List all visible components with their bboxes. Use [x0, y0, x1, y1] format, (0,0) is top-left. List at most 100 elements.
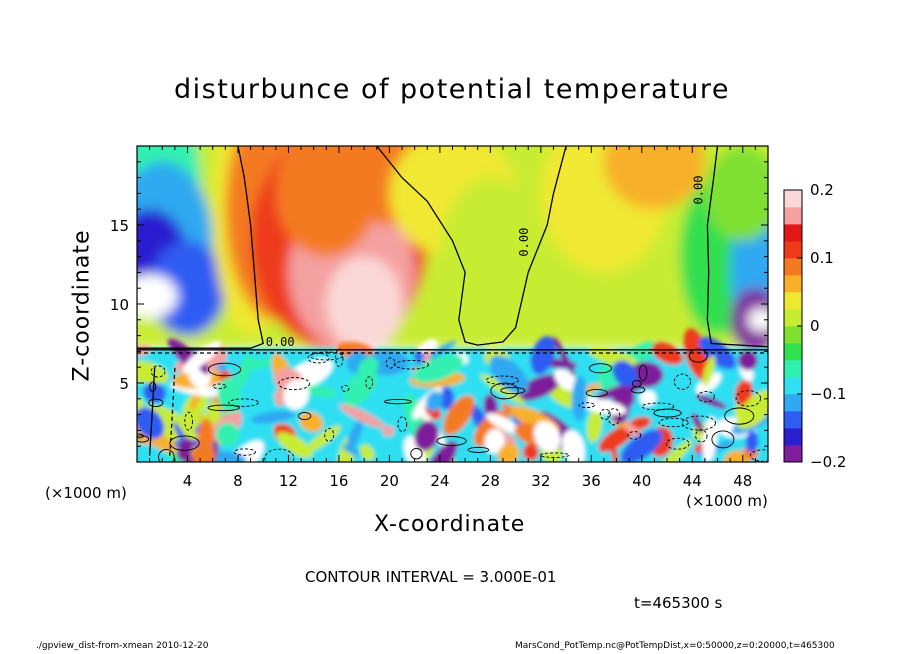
- contour-small: [697, 391, 715, 403]
- contour-small: [307, 352, 330, 364]
- contour-small: [264, 448, 295, 462]
- contour-small: [500, 386, 526, 395]
- contour-small: [627, 431, 642, 440]
- x-axis-label: X-coordinate: [374, 512, 526, 537]
- contour-small: [298, 412, 312, 421]
- contour-small: [207, 404, 240, 412]
- colorbar-segment: [784, 207, 802, 225]
- y-axis-ticks: 5 10 15: [110, 145, 768, 463]
- contour-small: [212, 383, 227, 390]
- contour-small: [735, 390, 762, 407]
- colorbar-segment: [784, 445, 802, 463]
- contour-small: [385, 357, 396, 369]
- contour-small: [688, 348, 708, 363]
- contour-small: [207, 362, 242, 377]
- contour-small: [309, 351, 343, 361]
- contour-small: [384, 398, 412, 405]
- contour-small: [148, 398, 164, 407]
- x-tick-label: 16: [329, 472, 348, 490]
- colorbar: 0.2 0.1 0 −0.1 −0.2: [783, 181, 846, 471]
- contour-small: [436, 436, 467, 447]
- contour-small: [169, 435, 200, 451]
- colorbar-segment: [784, 326, 802, 344]
- colorbar-segment: [784, 411, 802, 429]
- contour-interval-label: CONTOUR INTERVAL = 3.000E-01: [305, 568, 557, 586]
- contour-small: [638, 364, 648, 382]
- contour-small: [394, 359, 429, 370]
- y-tick-label: 10: [110, 296, 129, 314]
- contour-small: [673, 373, 691, 390]
- colorbar-segment: [784, 275, 802, 293]
- colorbar-segment: [784, 258, 802, 276]
- colorbar-segment: [784, 224, 802, 242]
- contour-small: [695, 429, 708, 443]
- x-tick-label: 36: [582, 472, 601, 490]
- colorbar-segment: [784, 190, 802, 208]
- time-label: t=465300 s: [634, 594, 723, 612]
- pink-core: [335, 278, 380, 330]
- colorbar-segment: [784, 428, 802, 446]
- contour-small: [724, 407, 755, 425]
- contour-small: [148, 367, 156, 456]
- heatmap-field: [137, 146, 768, 462]
- contour-small: [397, 416, 408, 432]
- contour-small: [711, 430, 735, 449]
- x-tick-label: 44: [683, 472, 702, 490]
- contour-small: [158, 448, 175, 462]
- contour-zero-right: [706, 146, 768, 348]
- contour-small: [184, 411, 193, 431]
- x-tick-label: 48: [733, 472, 752, 490]
- contour-small: [169, 367, 176, 456]
- white-patch: [747, 307, 768, 332]
- contour-small: [749, 449, 768, 462]
- footer-left: ./gpview_dist-from-xmean 2010-12-20: [36, 641, 209, 651]
- colorbar-segment: [784, 377, 802, 395]
- x-tick-label: 12: [279, 472, 298, 490]
- contour-small: [607, 408, 621, 426]
- contour-small: [681, 415, 716, 431]
- contour-small: [585, 389, 608, 398]
- colorbar-tick-label: −0.2: [810, 453, 846, 471]
- contour-small: [467, 446, 490, 453]
- contour-small: [410, 447, 423, 460]
- x-tick-label: 40: [632, 472, 651, 490]
- contour-lines: 0.00 0.00 0.00: [137, 146, 768, 462]
- contour-small: [365, 376, 374, 389]
- x-tick-label: 8: [233, 472, 243, 490]
- x-unit-label-right: (×1000 m): [686, 492, 768, 510]
- contour-small: [485, 375, 520, 385]
- colorbar-tick-label: 0: [810, 317, 820, 335]
- upper-field: [137, 146, 768, 352]
- contour-small: [658, 417, 689, 428]
- contour-small: [341, 384, 350, 392]
- contour-small: [150, 365, 166, 378]
- colorbar-segment: [784, 241, 802, 259]
- colorbar-segment: [784, 394, 802, 412]
- colorbar-tick-label: −0.1: [810, 385, 846, 403]
- contour-small: [599, 408, 611, 420]
- contour-zero-mid: [376, 146, 567, 346]
- y-tick-label: 15: [110, 217, 129, 235]
- colorbar-segment: [784, 309, 802, 327]
- colorbar-segment: [784, 292, 802, 310]
- contour-small: [228, 398, 259, 407]
- contour-label: 0.00: [517, 228, 531, 257]
- contour-small: [233, 448, 256, 456]
- colorbar-segment: [784, 360, 802, 378]
- contour-small: [665, 437, 690, 450]
- contour-small: [137, 435, 150, 443]
- y-tick-label: 5: [119, 375, 129, 393]
- contour-small: [335, 348, 344, 368]
- chart-title: disturbunce of potential temperature: [174, 74, 730, 105]
- x-tick-label: 4: [183, 472, 193, 490]
- contour-label: 0.00: [266, 335, 295, 349]
- white-patch: [137, 274, 178, 319]
- contour-small: [631, 380, 642, 388]
- contour-small: [149, 381, 157, 392]
- contour-small: [490, 382, 519, 400]
- contour-label: 0.00: [691, 176, 705, 205]
- contour-small: [278, 377, 311, 391]
- x-tick-label: 24: [430, 472, 449, 490]
- contour-small: [578, 402, 595, 408]
